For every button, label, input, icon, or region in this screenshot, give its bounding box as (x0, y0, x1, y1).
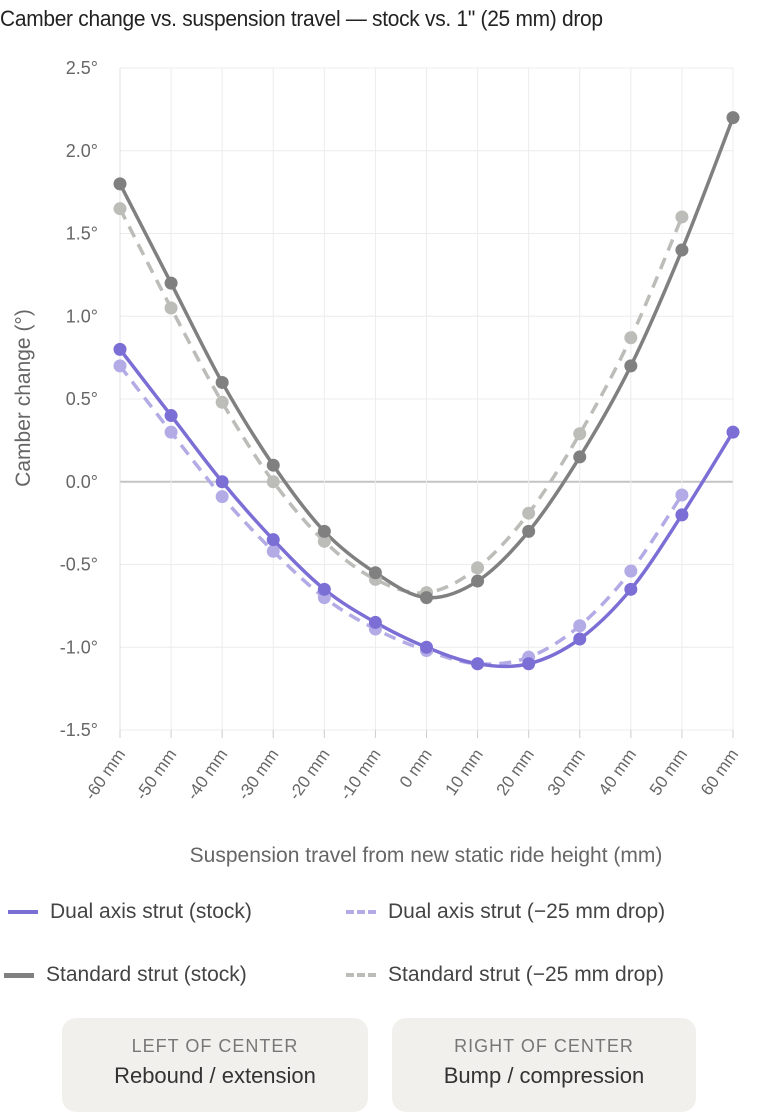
data-point (215, 490, 229, 504)
legend-label: Dual axis strut (stock) (50, 900, 252, 923)
data-point (573, 450, 587, 464)
data-point (368, 615, 382, 629)
data-point (266, 533, 280, 547)
data-point (522, 524, 536, 538)
y-tick-label: -1.0° (60, 637, 98, 657)
note-left-sub: LEFT OF CENTER (131, 1036, 299, 1056)
data-point (215, 475, 229, 489)
data-point (164, 409, 178, 423)
legend-item-dual-drop: Dual axis strut (−25 mm drop) (346, 892, 665, 932)
y-tick-label: 1.0° (66, 306, 98, 326)
y-tick-label: -1.5° (60, 720, 98, 740)
x-axis-title: Suspension travel from new static ride h… (190, 844, 663, 867)
data-point (266, 475, 280, 489)
data-point (368, 566, 382, 580)
x-tick-label: 0 mm (396, 745, 436, 791)
y-tick-label: -0.5° (60, 555, 98, 575)
legend-item-standard-stock: Standard strut (stock) (4, 955, 247, 995)
legend-swatch (346, 910, 376, 914)
data-point (675, 508, 689, 522)
data-point (624, 564, 638, 578)
x-tick-label: -40 mm (183, 745, 232, 803)
data-point (113, 359, 127, 373)
data-point (164, 301, 178, 315)
line-chart: 2.5°2.0°1.5°1.0°0.5°0.0°-0.5°-1.0°-1.5° … (12, 58, 743, 867)
data-point (675, 210, 689, 224)
legend-swatch (4, 972, 34, 978)
legend-label: Standard strut (−25 mm drop) (388, 963, 665, 986)
series-points (113, 111, 740, 671)
data-point (726, 425, 740, 439)
note-right-sub: RIGHT OF CENTER (454, 1036, 634, 1056)
data-point (471, 574, 485, 588)
data-point (164, 425, 178, 439)
legend: Dual axis strut (stock) Dual axis strut … (0, 886, 758, 1006)
data-point (420, 591, 433, 605)
legend-item-standard-drop: Standard strut (−25 mm drop) (346, 955, 664, 995)
data-point (266, 458, 280, 472)
y-axis-ticks: 2.5° 2.0° 1.5° 1.0° 0.5° 0.0° -0.5° -1.0° -1.5° (60, 58, 98, 740)
y-tick-label: 0.5° (66, 389, 98, 409)
data-point (266, 544, 280, 558)
data-point (215, 375, 229, 389)
note-right-of-center: RIGHT OF CENTER Bump / compression (392, 1018, 696, 1112)
x-tick-label: 60 mm (697, 745, 742, 798)
y-axis-title: Camber change (°) (12, 309, 35, 487)
data-point (317, 582, 331, 596)
y-tick-label: 0.0° (66, 472, 98, 492)
note-right-main: Bump / compression (443, 1063, 645, 1088)
y-tick-label: 2.0° (66, 141, 98, 161)
data-point (420, 640, 433, 654)
x-tick-label: -60 mm (81, 745, 130, 803)
data-point (113, 177, 127, 191)
data-point (317, 534, 331, 548)
data-point (471, 561, 485, 575)
data-point (624, 582, 638, 596)
legend-item-dual-stock: Dual axis strut (stock) (8, 892, 252, 932)
y-tick-label: 2.5° (66, 58, 98, 78)
data-point (471, 657, 485, 671)
data-point (726, 111, 740, 125)
x-tick-label: 40 mm (595, 745, 640, 798)
gridlines (119, 67, 734, 738)
legend-swatch (8, 910, 38, 914)
data-point (113, 202, 127, 216)
x-tick-label: 10 mm (441, 745, 486, 798)
series-line (118, 364, 684, 666)
data-point (522, 506, 536, 520)
series-line (118, 207, 684, 595)
data-point (113, 342, 127, 356)
data-point (624, 331, 638, 345)
x-tick-label: 20 mm (493, 745, 538, 798)
note-left-of-center: LEFT OF CENTER Rebound / extension (62, 1018, 368, 1112)
data-point (573, 619, 587, 633)
data-point (573, 632, 587, 646)
y-tick-label: 1.5° (66, 224, 98, 244)
x-tick-label: -50 mm (132, 745, 181, 803)
data-point (317, 524, 331, 538)
x-axis-ticks: -60 mm -50 mm -40 mm -30 mm -20 mm -10 mm 0 mm… (81, 745, 743, 803)
legend-swatch (346, 973, 376, 977)
legend-label: Dual axis strut (−25 mm drop) (388, 900, 666, 923)
x-tick-label: 50 mm (646, 745, 691, 798)
legend-label: Standard strut (stock) (46, 963, 247, 986)
x-tick-label: -20 mm (285, 745, 334, 803)
note-left-main: Rebound / extension (114, 1063, 316, 1088)
data-point (675, 488, 689, 502)
x-tick-label: 30 mm (544, 745, 589, 798)
data-point (573, 427, 587, 441)
chart-title: Camber change vs. suspension travel — st… (0, 6, 603, 31)
data-point (624, 359, 638, 373)
data-point (164, 276, 178, 290)
data-point (675, 243, 689, 257)
data-point (522, 657, 536, 671)
data-point (215, 395, 229, 409)
x-tick-label: -10 mm (336, 745, 385, 803)
x-tick-label: -30 mm (234, 745, 283, 803)
